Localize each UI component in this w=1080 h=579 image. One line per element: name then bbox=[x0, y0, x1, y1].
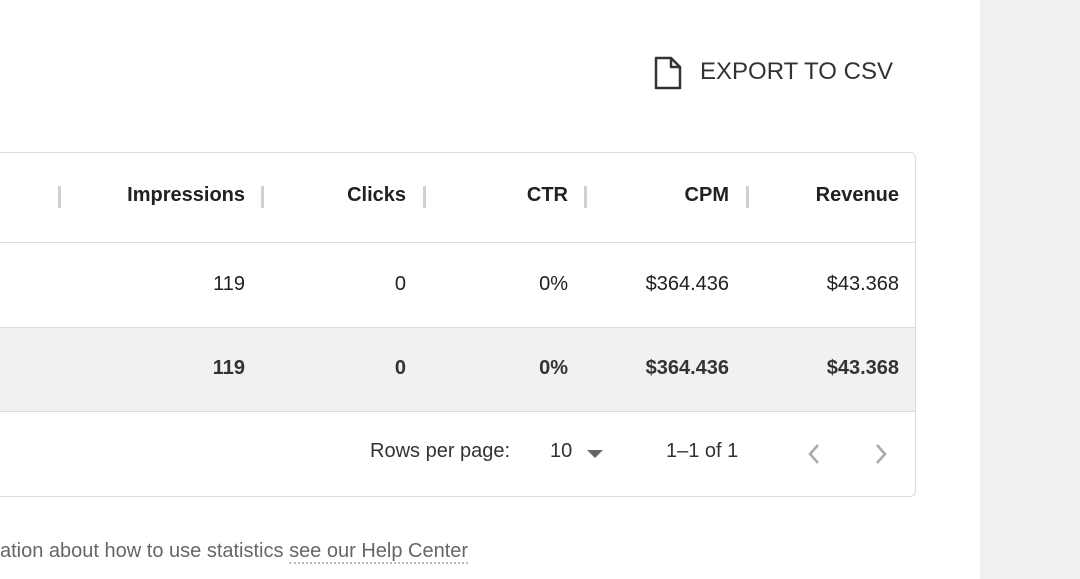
divider bbox=[0, 327, 915, 328]
table-cell: $43.368 bbox=[826, 273, 899, 295]
column-separator bbox=[58, 186, 61, 208]
rows-per-page-select[interactable]: 10 bbox=[548, 437, 608, 467]
help-text-body: ation about how to use statistics bbox=[0, 540, 284, 562]
export-button[interactable]: EXPORT TO CSV bbox=[650, 56, 900, 92]
column-header: Impressions bbox=[127, 184, 245, 206]
table-cell: $364.436 bbox=[645, 273, 729, 295]
table: Impressions Clicks CTR CPM Revenue 119 0 0% $364… bbox=[0, 152, 916, 497]
previous-page[interactable] bbox=[803, 442, 827, 466]
rows-per-page-value: 10 bbox=[550, 440, 573, 462]
table-cell: 119 bbox=[213, 273, 245, 295]
column-header: CTR bbox=[526, 184, 568, 206]
column-header: CPM bbox=[684, 184, 729, 206]
help-text: ation about how to use statistics see ou… bbox=[0, 540, 469, 564]
divider bbox=[0, 411, 915, 412]
column-separator bbox=[423, 186, 426, 208]
column-separator bbox=[915, 186, 916, 208]
side-panel bbox=[980, 0, 1080, 579]
total-cell: 119 bbox=[212, 357, 245, 379]
total-cell: 0 bbox=[394, 357, 406, 379]
total-cell: 0% bbox=[539, 357, 568, 379]
export-label: EXPORT TO CSV bbox=[700, 58, 893, 85]
column-header: Clicks bbox=[347, 184, 406, 206]
page-range: 1–1 of 1 bbox=[666, 440, 739, 462]
table-cell: 0 bbox=[394, 273, 406, 295]
rows-per-page-label: Rows per page: bbox=[370, 440, 511, 462]
total-cell: $43.368 bbox=[826, 357, 899, 379]
column-header: Revenue bbox=[815, 184, 899, 206]
column-separator bbox=[261, 186, 264, 208]
total-row bbox=[0, 328, 915, 412]
total-cell: $364.436 bbox=[645, 357, 729, 379]
table-cell: 0% bbox=[539, 273, 568, 295]
dropdown-arrow bbox=[587, 450, 603, 458]
column-separator bbox=[746, 186, 749, 208]
next-page[interactable] bbox=[868, 442, 892, 466]
help-link[interactable]: see our Help Center bbox=[289, 540, 469, 564]
file-icon bbox=[654, 56, 682, 90]
divider bbox=[0, 242, 915, 243]
column-separator bbox=[584, 186, 587, 208]
